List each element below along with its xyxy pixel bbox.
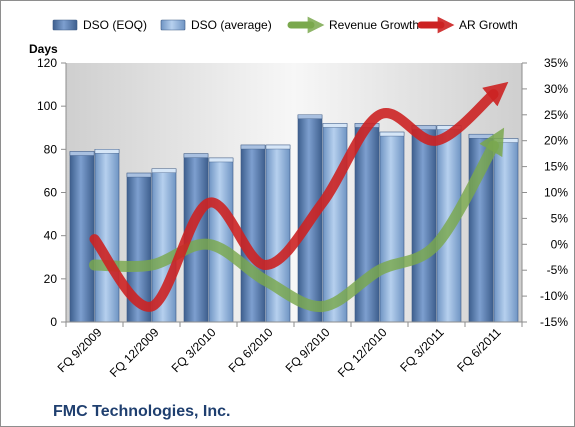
legend-swatch-dso-eoq [52,19,78,31]
left-tick-label-5: 100 [37,99,57,113]
bars-layer [69,114,519,323]
right-tick-label-9: 30% [544,82,568,96]
bar-cap-1-0 [94,149,120,154]
left-tick-label-0: 0 [50,315,57,329]
legend-label-ar-growth: AR Growth [459,18,518,32]
bar-dso-average-7 [493,138,519,323]
right-tick-label-8: 25% [544,108,568,122]
bar-cap-0-2 [183,153,209,158]
bar-dso-average-4 [322,123,348,323]
series-line-ar-growth [89,81,509,312]
lines-layer [89,81,509,313]
left-tick-label-4: 80 [44,142,58,156]
right-tick-label-3: 0% [551,237,569,251]
right-tick-label-6: 15% [544,160,568,174]
x-tick-label-5: FQ 12/2010 [335,325,390,380]
right-tick-label-0: -15% [540,315,568,329]
bar-cap-0-7 [468,134,494,139]
x-tick-label-3: FQ 6/2010 [226,325,276,375]
bar-cap-0-0 [69,151,95,156]
legend-swatch-dso-average [160,19,186,31]
y-axis-title: Days [29,42,58,56]
x-tick-label-1: FQ 12/2009 [107,325,162,380]
left-ticks-layer: 0 20 40 60 80 100 120 [37,56,66,329]
legend-label-dso-average: DSO (average) [191,18,272,32]
bar-cap-1-3 [265,144,291,150]
right-tick-label-7: 20% [544,134,568,148]
bar-dso-average-5 [379,131,405,323]
x-tick-label-4: FQ 9/2010 [283,325,333,375]
right-ticks-layer: -15% -10% -5% 0% 5% 10% 15% 20% 25% 30% 35% [522,56,568,329]
x-tick-label-0: FQ 9/2009 [55,325,105,375]
bar-cap-1-4 [322,123,348,128]
left-tick-label-3: 60 [44,186,58,200]
right-tick-label-5: 10% [544,186,568,200]
company-name: FMC Technologies, Inc. [53,403,231,420]
x-tick-label-6: FQ 3/2011 [397,325,447,375]
bar-cap-1-1 [151,168,177,173]
x-tick-label-7: FQ 6/2011 [454,325,504,375]
bar-cap-0-4 [297,114,323,120]
right-tick-label-1: -10% [540,289,568,303]
left-tick-label-1: 20 [44,272,58,286]
left-tick-label-2: 40 [44,229,58,243]
x-tick-label-2: FQ 3/2010 [169,325,219,375]
bar-dso-eoq-0 [69,151,95,323]
bar-cap-1-5 [379,131,405,137]
bar-dso-average-0 [94,149,120,323]
right-tick-label-10: 35% [544,56,568,70]
bar-cap-1-7 [493,138,519,143]
bar-dso-eoq-6 [411,125,437,323]
left-tick-label-6: 120 [37,56,57,70]
bar-cap-1-2 [208,157,234,163]
legend-label-dso-eoq: DSO (EOQ) [83,18,147,32]
series-line-revenue-growth [89,127,505,313]
right-tick-label-2: -5% [547,263,569,277]
bar-cap-0-1 [126,172,152,178]
bar-dso-eoq-3 [240,144,266,323]
x-ticks-layer: FQ 9/2009 FQ 12/2009 FQ 3/2010 FQ 6/2010 FQ … [55,322,523,380]
bar-cap-0-3 [240,144,266,150]
legend: DSO (EOQ) DSO (average) Revenue Growth AR G… [52,16,518,34]
right-tick-label-4: 5% [551,211,569,225]
legend-label-revenue-growth: Revenue Growth [329,18,419,32]
